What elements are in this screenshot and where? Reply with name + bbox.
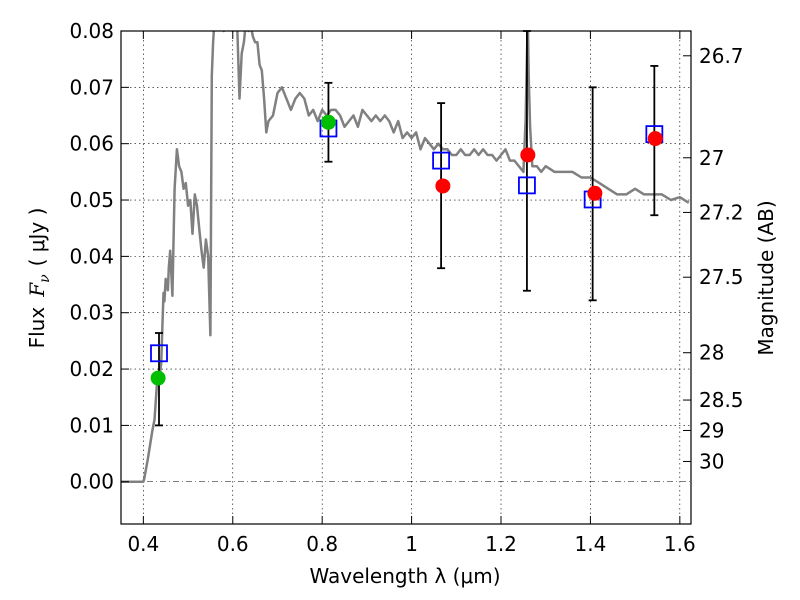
red-point-3 — [647, 131, 663, 147]
plot-frame — [120, 30, 692, 525]
y-tick-labels: 0.00 0.01 0.02 0.03 0.04 0.05 0.06 0.07 0.08 — [69, 19, 114, 494]
blue-square-2 — [432, 151, 450, 170]
x-tick-label-6: 1.6 — [664, 532, 696, 556]
y-axis-title-units: ( μJy ) — [25, 208, 49, 267]
y-axis-title: Flux Fν ( μJy ) — [25, 208, 53, 349]
error-bars — [155, 30, 659, 427]
blue-square-0 — [150, 344, 168, 363]
magnitude-label-4: 28 — [699, 341, 724, 365]
y2-axis-title: Magnitude (AB) — [754, 200, 778, 355]
y-tick-label-0: 0.00 — [69, 470, 114, 494]
y-tick-label-4: 0.04 — [69, 244, 114, 268]
grid-lines — [121, 30, 691, 524]
red-point-2 — [587, 185, 603, 201]
magnitude-label-5: 28.5 — [699, 388, 744, 412]
y-tick-label-1: 0.01 — [69, 413, 114, 437]
y-axis-title-prefix: Flux — [25, 307, 49, 349]
magnitude-label-6: 29 — [699, 418, 724, 442]
x-tick-label-2: 0.8 — [306, 532, 338, 556]
red-point-0 — [435, 178, 451, 194]
magnitude-tick-labels: 26.7 27 27.2 27.5 28 28.5 29 30 — [699, 44, 744, 474]
red-point-1 — [520, 147, 536, 163]
y-tick-label-6: 0.06 — [69, 132, 114, 156]
magnitude-label-2: 27.2 — [699, 200, 744, 224]
magnitude-label-0: 26.7 — [699, 44, 744, 68]
x-tick-label-1: 0.6 — [217, 532, 249, 556]
x-tick-label-4: 1.2 — [485, 532, 517, 556]
axis-ticks — [121, 30, 691, 524]
blue-squares — [150, 119, 664, 363]
blue-square-3 — [518, 176, 536, 195]
y-axis-title-subscript: ν — [37, 274, 53, 283]
y-tick-label-3: 0.03 — [69, 301, 114, 325]
model-sed-line — [121, 31, 690, 483]
green-point-0 — [150, 370, 166, 386]
magnitude-label-3: 27.5 — [699, 265, 744, 289]
y-tick-label-7: 0.07 — [69, 75, 114, 99]
magnitude-label-7: 30 — [699, 449, 724, 473]
x-tick-label-3: 1 — [405, 532, 418, 556]
y-tick-label-5: 0.05 — [69, 188, 114, 212]
x-axis-title: Wavelength λ (μm) — [309, 564, 500, 588]
magnitude-label-1: 27 — [699, 146, 724, 170]
data-points — [150, 114, 663, 386]
x-tick-label-0: 0.4 — [127, 532, 159, 556]
y-tick-label-8: 0.08 — [69, 19, 114, 43]
y-axis-title-symbol: F — [25, 282, 49, 298]
x-tick-label-5: 1.4 — [575, 532, 607, 556]
green-point-1 — [320, 114, 336, 130]
y-tick-label-2: 0.02 — [69, 357, 114, 381]
x-tick-labels: 0.4 0.6 0.8 1 1.2 1.4 1.6 — [127, 532, 695, 556]
